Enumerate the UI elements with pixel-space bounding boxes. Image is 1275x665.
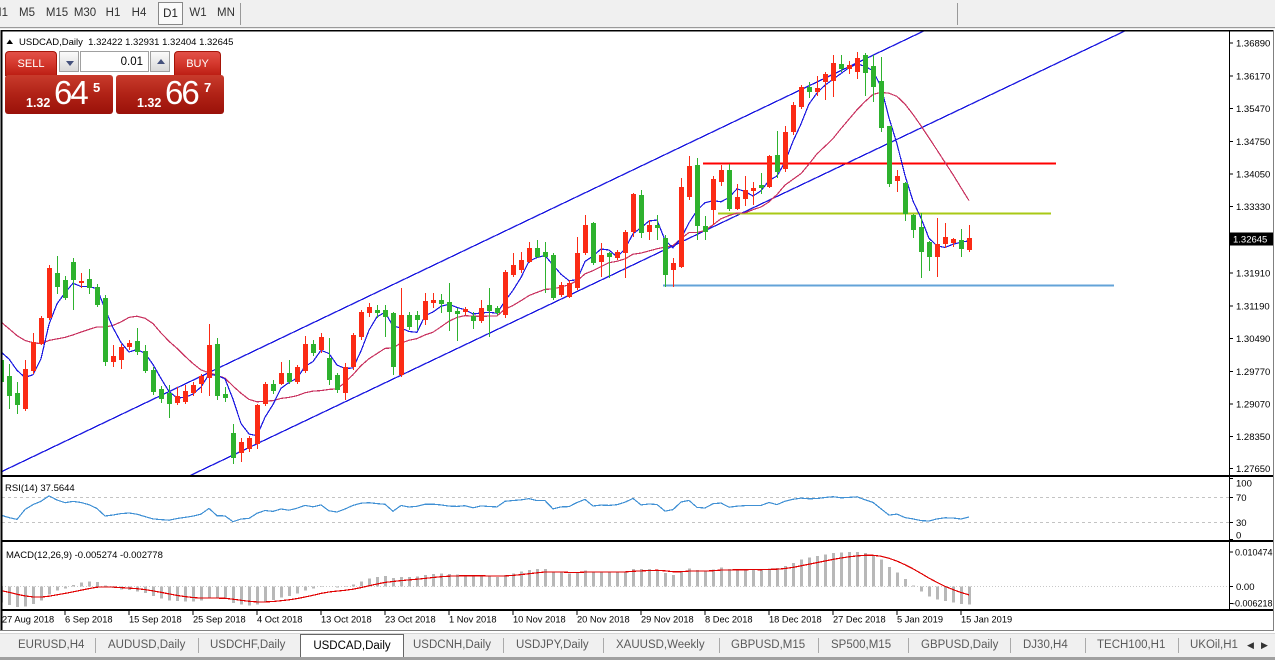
svg-text:1.36170: 1.36170 xyxy=(1236,72,1270,83)
svg-text:18 Dec 2018: 18 Dec 2018 xyxy=(769,615,822,625)
svg-text:15 Jan 2019: 15 Jan 2019 xyxy=(961,615,1012,625)
svg-text:30: 30 xyxy=(1236,518,1247,529)
svg-text:1 Nov 2018: 1 Nov 2018 xyxy=(449,615,497,625)
svg-text:1.29770: 1.29770 xyxy=(1236,367,1270,378)
svg-text:4 Oct 2018: 4 Oct 2018 xyxy=(257,615,302,625)
svg-text:23 Oct 2018: 23 Oct 2018 xyxy=(385,615,436,625)
svg-text:15 Sep 2018: 15 Sep 2018 xyxy=(129,615,182,625)
svg-text:6 Sep 2018: 6 Sep 2018 xyxy=(65,615,113,625)
svg-text:100: 100 xyxy=(1236,479,1252,490)
svg-text:0.010474: 0.010474 xyxy=(1235,548,1273,558)
svg-text:1.35470: 1.35470 xyxy=(1236,104,1270,115)
svg-text:USDCAD,Daily 1.32422 1.32931: USDCAD,Daily 1.32422 1.32931 1.32404 1.3… xyxy=(19,37,233,48)
svg-text:27 Dec 2018: 27 Dec 2018 xyxy=(833,615,886,625)
svg-text:20 Nov 2018: 20 Nov 2018 xyxy=(577,615,630,625)
svg-text:1.28350: 1.28350 xyxy=(1236,432,1270,443)
svg-text:1.34050: 1.34050 xyxy=(1236,170,1270,181)
svg-text:10 Nov 2018: 10 Nov 2018 xyxy=(513,615,566,625)
svg-text:1.27650: 1.27650 xyxy=(1236,464,1270,475)
svg-text:1.31190: 1.31190 xyxy=(1236,302,1270,313)
svg-text:1.31910: 1.31910 xyxy=(1236,269,1270,280)
svg-text:1.32645: 1.32645 xyxy=(1233,235,1267,246)
svg-text:5 Jan 2019: 5 Jan 2019 xyxy=(897,615,943,625)
svg-text:1.30490: 1.30490 xyxy=(1236,334,1270,345)
svg-text:70: 70 xyxy=(1236,493,1247,504)
svg-text:0: 0 xyxy=(1236,531,1241,542)
svg-text:1.34750: 1.34750 xyxy=(1236,137,1270,148)
svg-text:1.33330: 1.33330 xyxy=(1236,202,1270,213)
svg-text:MACD(12,26,9) -0.005274 -0.002: MACD(12,26,9) -0.005274 -0.002778 xyxy=(6,550,163,561)
svg-text:13 Oct 2018: 13 Oct 2018 xyxy=(321,615,372,625)
svg-text:-0.006218: -0.006218 xyxy=(1232,599,1273,609)
svg-text:27 Aug 2018: 27 Aug 2018 xyxy=(2,615,54,625)
svg-text:29 Nov 2018: 29 Nov 2018 xyxy=(641,615,694,625)
svg-text:1.29070: 1.29070 xyxy=(1236,400,1270,411)
svg-text:25 Sep 2018: 25 Sep 2018 xyxy=(193,615,246,625)
svg-text:0.00: 0.00 xyxy=(1236,582,1255,593)
svg-text:8 Dec 2018: 8 Dec 2018 xyxy=(705,615,753,625)
svg-text:RSI(14) 37.5644: RSI(14) 37.5644 xyxy=(5,483,75,494)
svg-text:1.36890: 1.36890 xyxy=(1236,39,1270,50)
